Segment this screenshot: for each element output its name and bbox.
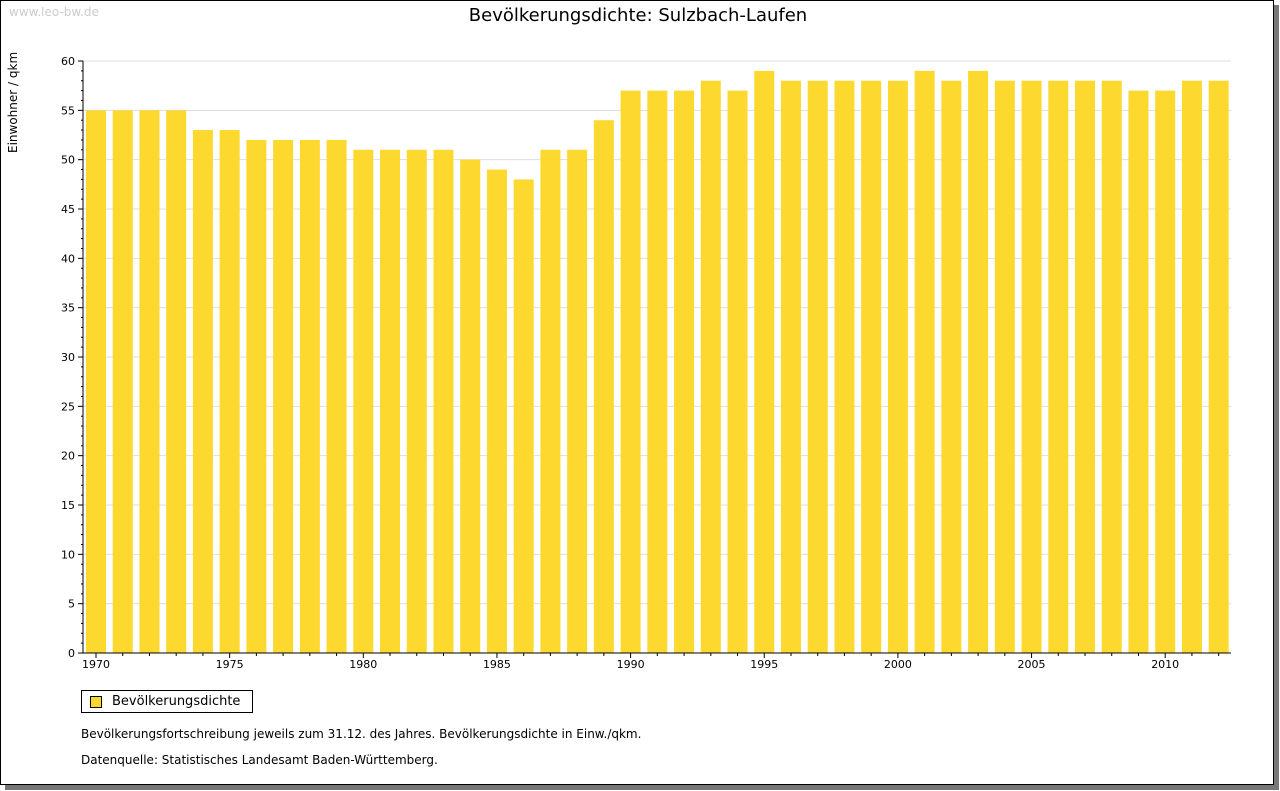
x-tick-label: 1980 bbox=[349, 658, 377, 671]
watermark: www.leo-bw.de bbox=[9, 5, 99, 19]
note-1: Bevölkerungsfortschreibung jeweils zum 3… bbox=[81, 727, 642, 741]
bar-1992 bbox=[674, 90, 695, 654]
y-tick-label: 55 bbox=[61, 104, 75, 117]
y-tick-label: 35 bbox=[61, 302, 75, 315]
y-tick-label: 30 bbox=[61, 351, 75, 364]
bar-1983 bbox=[433, 149, 454, 654]
y-tick-label: 15 bbox=[61, 499, 75, 512]
bar-1980 bbox=[353, 149, 374, 654]
bar-2001 bbox=[914, 70, 935, 653]
bar-1986 bbox=[513, 179, 534, 653]
y-tick-label: 60 bbox=[61, 55, 75, 68]
y-tick-label: 45 bbox=[61, 203, 75, 216]
bar-1973 bbox=[166, 110, 187, 654]
bar-2006 bbox=[1048, 80, 1069, 653]
bar-1981 bbox=[380, 149, 401, 654]
bar-2000 bbox=[887, 80, 908, 653]
bar-1977 bbox=[273, 139, 294, 653]
bar-2004 bbox=[994, 80, 1015, 653]
bar-1985 bbox=[486, 169, 507, 654]
x-tick-label: 1970 bbox=[82, 658, 110, 671]
bar-2010 bbox=[1155, 90, 1176, 654]
bar-1987 bbox=[540, 149, 561, 654]
bar-2008 bbox=[1101, 80, 1122, 653]
bar-1974 bbox=[192, 130, 213, 654]
bar-1982 bbox=[406, 149, 427, 654]
bar-1996 bbox=[780, 80, 801, 653]
y-tick-label: 50 bbox=[61, 154, 75, 167]
bar-2002 bbox=[941, 80, 962, 653]
bar-1975 bbox=[219, 130, 240, 654]
bar-chart: 0 5 10 15 20 25 30 35 40 45 50 55 60 1970 1975 1980 1985… bbox=[61, 55, 1231, 671]
bar-2012 bbox=[1208, 80, 1229, 653]
bar-1970 bbox=[86, 110, 106, 654]
bar-1971 bbox=[112, 110, 133, 654]
bar-1976 bbox=[246, 139, 267, 653]
bar-1978 bbox=[299, 139, 320, 653]
bar-1999 bbox=[861, 80, 882, 653]
bar-1972 bbox=[139, 110, 160, 654]
x-tick-label: 2005 bbox=[1018, 658, 1046, 671]
legend-swatch bbox=[90, 695, 102, 708]
y-tick-label: 0 bbox=[68, 647, 75, 660]
bar-1995 bbox=[754, 70, 775, 653]
x-tick-label: 1975 bbox=[216, 658, 244, 671]
bar-1984 bbox=[460, 159, 481, 653]
bar-2005 bbox=[1021, 80, 1042, 653]
y-tick-label: 20 bbox=[61, 450, 75, 463]
x-tick-label: 2010 bbox=[1151, 658, 1179, 671]
bar-1993 bbox=[700, 80, 721, 653]
y-tick-label: 25 bbox=[61, 400, 75, 413]
bar-2009 bbox=[1128, 90, 1149, 654]
bar-1997 bbox=[807, 80, 828, 653]
bar-1994 bbox=[727, 90, 748, 654]
bar-1998 bbox=[834, 80, 855, 653]
bar-1990 bbox=[620, 90, 641, 654]
bar-1979 bbox=[326, 139, 347, 653]
note-2: Datenquelle: Statistisches Landesamt Bad… bbox=[81, 753, 438, 767]
bar-1991 bbox=[647, 90, 668, 654]
x-tick-label: 1995 bbox=[750, 658, 778, 671]
bar-2007 bbox=[1075, 80, 1096, 653]
bar-1989 bbox=[593, 120, 614, 653]
y-tick-label: 10 bbox=[61, 548, 75, 561]
x-tick-label: 2000 bbox=[884, 658, 912, 671]
x-tick-label: 1985 bbox=[483, 658, 511, 671]
chart-title: Bevölkerungsdichte: Sulzbach-Laufen bbox=[468, 5, 808, 26]
y-tick-label: 5 bbox=[68, 598, 75, 611]
x-tick-label: 1990 bbox=[617, 658, 645, 671]
legend-label: Bevölkerungsdichte bbox=[112, 694, 241, 709]
y-tick-label: 40 bbox=[61, 252, 75, 265]
legend[interactable]: Bevölkerungsdichte bbox=[81, 690, 254, 713]
bar-2003 bbox=[968, 70, 989, 653]
bar-1988 bbox=[567, 149, 588, 654]
bar-2011 bbox=[1181, 80, 1202, 653]
